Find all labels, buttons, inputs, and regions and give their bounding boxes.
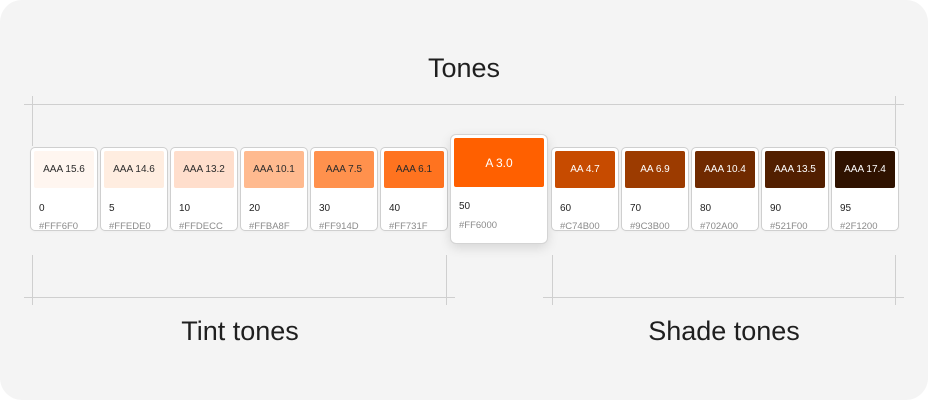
tint-bracket-line [24,297,455,298]
swatch-hex-code: #FFF6F0 [39,221,79,230]
swatch-color-chip: AAA 15.6 [34,151,94,188]
swatch-color-chip: AA 4.7 [555,151,615,188]
swatch-tone-value: 90 [770,203,782,214]
tint-bracket-right-tick [446,255,447,305]
swatch-hex-code: #2F1200 [840,221,878,230]
tone-swatch-50[interactable]: A 3.0 50 #FF6000 [451,135,547,243]
swatch-tone-value: 40 [389,203,401,214]
tone-swatch-10[interactable]: AAA 13.2 10 #FFDECC [171,148,237,230]
swatch-hex-code: #C74B00 [560,221,600,230]
shade-bracket-right-tick [895,255,896,305]
swatch-hex-code: #FFBA8F [249,221,290,230]
swatch-color-chip: A 3.0 [454,138,544,187]
tones-bracket-right-cap [888,104,904,105]
tone-swatch-30[interactable]: AAA 7.5 30 #FF914D [311,148,377,230]
tone-swatch-60[interactable]: AA 4.7 60 #C74B00 [552,148,618,230]
tones-bracket-left-cap [24,104,40,105]
tones-bracket-line [32,104,896,105]
swatch-color-chip: AAA 6.1 [384,151,444,188]
tone-swatch-20[interactable]: AAA 10.1 20 #FFBA8F [241,148,307,230]
swatch-hex-code: #FF6000 [459,220,498,231]
swatch-hex-code: #FFDECC [179,221,223,230]
swatch-color-chip: AAA 17.4 [835,151,895,188]
swatch-color-chip: AAA 14.6 [104,151,164,188]
swatch-tone-value: 50 [459,201,471,212]
shade-bracket-line [543,297,904,298]
swatch-color-chip: AAA 13.2 [174,151,234,188]
swatch-tone-value: 95 [840,203,852,214]
swatch-hex-code: #FFEDE0 [109,221,151,230]
tones-title: Tones [427,53,501,83]
swatch-hex-code: #702A00 [700,221,739,230]
tones-bracket-right-tick [895,96,896,146]
swatch-hex-code: #FF731F [389,221,428,230]
swatch-hex-code: #521F00 [770,221,808,230]
tone-swatch-90[interactable]: AAA 13.5 90 #521F00 [762,148,828,230]
swatch-hex-code: #9C3B00 [630,221,670,230]
shade-tones-title: Shade tones [648,316,800,346]
swatch-tone-value: 70 [630,203,642,214]
tone-swatch-5[interactable]: AAA 14.6 5 #FFEDE0 [101,148,167,230]
swatch-tone-value: 5 [109,203,115,214]
tone-swatch-70[interactable]: AA 6.9 70 #9C3B00 [622,148,688,230]
tones-bracket-left-tick [32,96,33,146]
swatch-tone-value: 60 [560,203,572,214]
swatch-color-chip: AAA 10.1 [244,151,304,188]
swatch-color-chip: AAA 13.5 [765,151,825,188]
tint-tones-title: Tint tones [181,316,299,346]
swatch-color-chip: AAA 7.5 [314,151,374,188]
tone-swatch-0[interactable]: AAA 15.6 0 #FFF6F0 [31,148,97,230]
swatch-tone-value: 20 [249,203,261,214]
swatch-color-chip: AA 6.9 [625,151,685,188]
tone-swatch-80[interactable]: AAA 10.4 80 #702A00 [692,148,758,230]
swatch-tone-value: 10 [179,203,191,214]
swatch-color-chip: AAA 10.4 [695,151,755,188]
swatch-tone-value: 30 [319,203,331,214]
tone-swatch-95[interactable]: AAA 17.4 95 #2F1200 [832,148,898,230]
tone-swatch-40[interactable]: AAA 6.1 40 #FF731F [381,148,447,230]
shade-bracket-left-tick [552,255,553,305]
swatch-tone-value: 80 [700,203,712,214]
swatch-tone-value: 0 [39,203,45,214]
swatch-hex-code: #FF914D [319,221,359,230]
tint-bracket-left-tick [32,255,33,305]
